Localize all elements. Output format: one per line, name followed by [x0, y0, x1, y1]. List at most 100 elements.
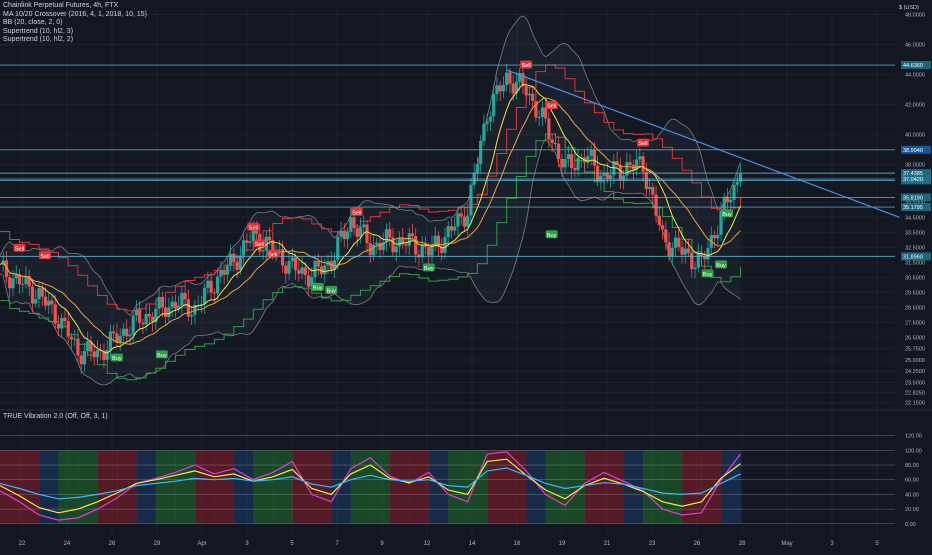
- price-tick-label: 32.5000: [905, 245, 925, 251]
- legend-line-4: Supertrend (10, hl2, 2): [3, 36, 74, 43]
- vibration-zone: [38, 450, 59, 524]
- indicator-tick-label: 80.00: [905, 463, 919, 469]
- candle-body: [716, 234, 720, 239]
- candle-body: [638, 156, 642, 160]
- candle-body: [511, 83, 515, 94]
- candle-body: [63, 317, 67, 322]
- candle-body: [219, 270, 223, 277]
- candle-body: [456, 213, 460, 227]
- vibration-zone: [448, 450, 469, 524]
- signal-label: Buy: [716, 263, 726, 269]
- candle-body: [670, 247, 674, 257]
- signal-box: [701, 269, 714, 278]
- buy-signal: Buy: [715, 260, 728, 269]
- price-tick-label: 27.5000: [905, 320, 925, 326]
- signal-box: [637, 138, 650, 147]
- candle-body: [313, 260, 317, 278]
- vibration-series-line: [0, 467, 741, 500]
- price-tag-text: 35.1795: [903, 205, 923, 211]
- candle-body: [154, 308, 158, 323]
- vibration-zone: [370, 450, 391, 524]
- candle-body: [401, 237, 405, 245]
- vibration-zone: [77, 450, 98, 524]
- candle-body: [453, 226, 457, 231]
- candle-body: [557, 143, 561, 160]
- time-tick-label: 3: [245, 541, 249, 547]
- candle-body: [725, 196, 730, 203]
- candle-body: [89, 341, 93, 352]
- candle-body: [524, 85, 528, 96]
- candle-body: [391, 237, 395, 253]
- sell-signal: Sell: [350, 207, 363, 216]
- supertrend-upper: [0, 64, 741, 312]
- time-tick-label: 22: [19, 541, 26, 547]
- candle-body: [712, 235, 717, 239]
- time-tick-label: 5: [290, 541, 294, 547]
- candle-body: [514, 81, 519, 94]
- legend-line-2: BB (20, close, 2, 0): [3, 19, 63, 26]
- sell-signal: Sell: [545, 101, 558, 110]
- signal-label: Sell: [255, 242, 264, 248]
- candle-body: [40, 288, 44, 297]
- indicator-tick-label: 100.00: [905, 448, 922, 454]
- vibration-series-line: [0, 451, 741, 521]
- candle-body: [267, 236, 272, 241]
- candle-body: [573, 168, 577, 171]
- chart-legend: Chainlink Perpetual Futures, 4h, FTX MA …: [3, 2, 147, 45]
- candle-body: [404, 244, 408, 246]
- descending-trendline: [506, 69, 900, 218]
- price-tag-bg: [901, 175, 931, 184]
- price-tick-label: 34.5000: [905, 215, 925, 221]
- candle-body: [696, 253, 700, 268]
- signal-label: Buy: [157, 353, 167, 359]
- candle-body: [105, 350, 109, 360]
- candle-body: [92, 351, 96, 358]
- candle-body: [216, 276, 220, 294]
- candle-body: [410, 233, 415, 237]
- time-tick-label: Apr: [197, 541, 206, 547]
- sell-signal: Sell: [520, 60, 533, 69]
- vibration-zone: [155, 450, 176, 524]
- candle-body: [345, 231, 350, 240]
- candle-body: [417, 254, 421, 258]
- price-tag-text: 37.4385: [903, 171, 923, 177]
- candle-body: [329, 261, 333, 270]
- candle-body: [95, 349, 100, 358]
- candle-body: [634, 159, 639, 170]
- bb-lower: [0, 138, 741, 386]
- candle-body: [151, 316, 155, 323]
- candle-body: [641, 156, 645, 172]
- price-level-tag: 38.9940: [901, 145, 931, 154]
- vibration-zone: [545, 450, 566, 524]
- candle-body: [531, 93, 535, 101]
- time-tick-label: 19: [559, 541, 566, 547]
- candle-body: [686, 248, 691, 253]
- time-tick-label: 21: [604, 541, 611, 547]
- candle-body: [24, 276, 28, 284]
- price-tick-label: 38.0000: [905, 163, 925, 169]
- candle-body: [222, 270, 226, 275]
- time-tick-label: May: [781, 541, 792, 547]
- price-tag-text: 35.8190: [903, 195, 923, 201]
- signal-label: Sell: [268, 252, 277, 258]
- candle-body: [427, 246, 431, 256]
- candle-body: [394, 246, 398, 253]
- candle-body: [446, 226, 450, 238]
- buy-signal: Buy: [311, 282, 324, 291]
- vibration-zone: [526, 450, 547, 524]
- time-tick-label: 14: [469, 541, 476, 547]
- candle-body: [430, 244, 434, 256]
- candle-body: [43, 296, 48, 306]
- candle-body: [599, 175, 603, 182]
- candle-body: [384, 229, 389, 243]
- legend-line-3: Supertrend (10, hl2, 3): [3, 27, 74, 35]
- price-tick-label: 29.5000: [905, 290, 925, 296]
- candle-body: [683, 248, 687, 255]
- price-level-tag: 37.0420: [901, 175, 931, 184]
- candle-body: [381, 242, 385, 251]
- candle-body: [4, 260, 9, 278]
- candle-body: [79, 355, 83, 365]
- candle-body: [378, 242, 382, 251]
